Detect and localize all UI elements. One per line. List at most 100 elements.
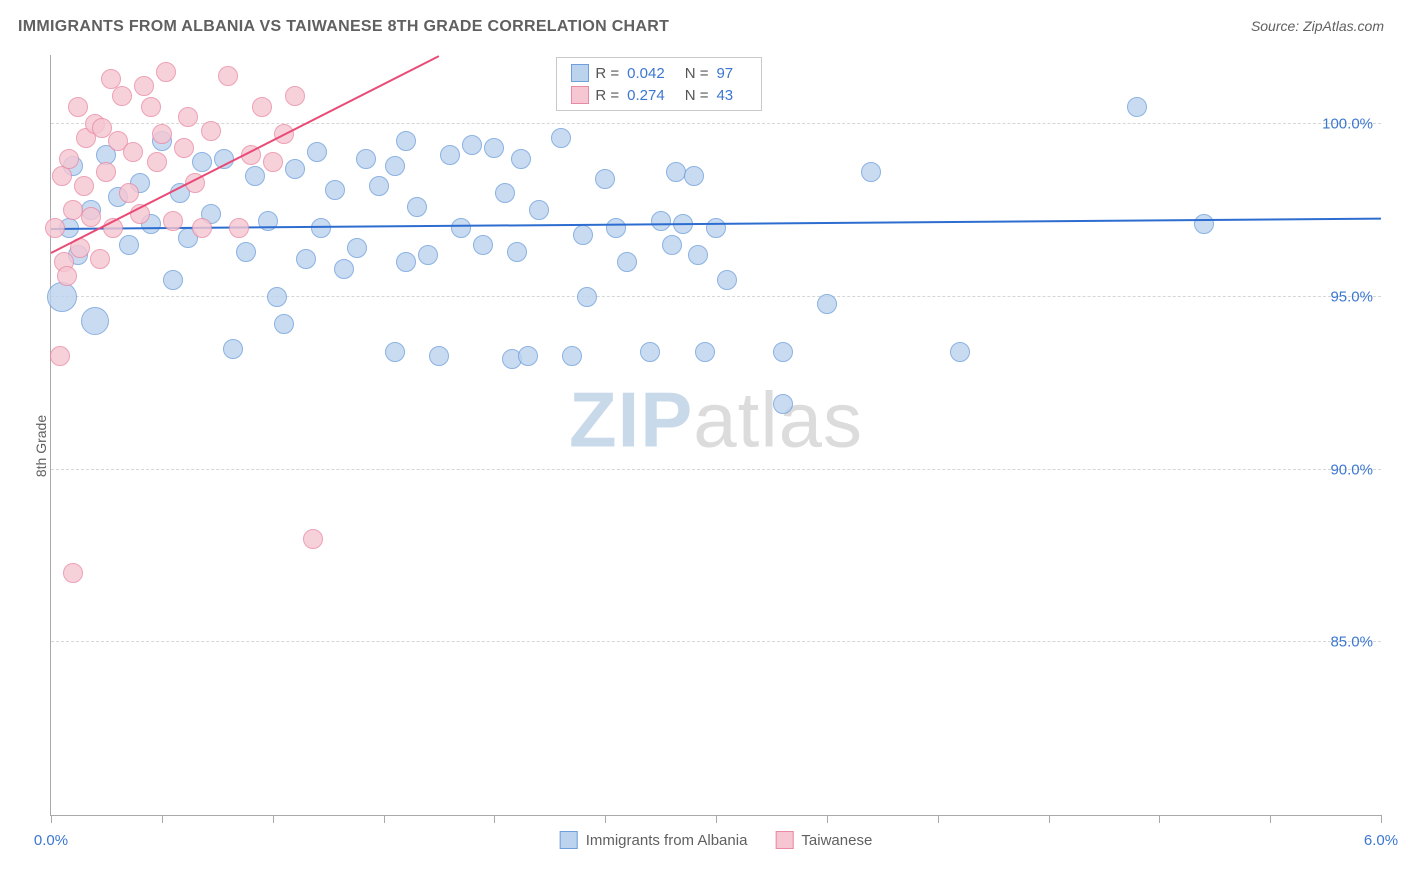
y-tick-label: 85.0% [1330, 634, 1373, 651]
data-point [112, 86, 132, 106]
data-point [518, 346, 538, 366]
plot-area: ZIPatlas Immigrants from AlbaniaTaiwanes… [50, 55, 1381, 816]
x-tick [162, 815, 163, 823]
legend-r-label: R = [595, 87, 619, 104]
data-point [577, 287, 597, 307]
data-point [666, 162, 686, 182]
legend-label: Immigrants from Albania [586, 832, 748, 849]
legend-n-value: 97 [716, 65, 733, 82]
data-point [68, 97, 88, 117]
chart-title: IMMIGRANTS FROM ALBANIA VS TAIWANESE 8TH… [18, 18, 669, 36]
data-point [651, 211, 671, 231]
data-point [773, 394, 793, 414]
y-tick-label: 95.0% [1330, 288, 1373, 305]
gridline [51, 123, 1381, 124]
y-axis-label: 8th Grade [33, 415, 49, 477]
data-point [50, 346, 70, 366]
x-tick [273, 815, 274, 823]
data-point [1127, 97, 1147, 117]
data-point [192, 218, 212, 238]
data-point [717, 270, 737, 290]
legend-n-label: N = [685, 87, 709, 104]
y-tick-label: 100.0% [1322, 116, 1373, 133]
data-point [507, 242, 527, 262]
data-point [47, 282, 77, 312]
data-point [462, 135, 482, 155]
data-point [511, 149, 531, 169]
data-point [201, 121, 221, 141]
chart-container: IMMIGRANTS FROM ALBANIA VS TAIWANESE 8TH… [0, 0, 1406, 892]
data-point [178, 107, 198, 127]
gridline [51, 296, 1381, 297]
data-point [356, 149, 376, 169]
data-point [163, 211, 183, 231]
legend-label: Taiwanese [801, 832, 872, 849]
data-point [285, 86, 305, 106]
data-point [817, 294, 837, 314]
data-point [223, 339, 243, 359]
data-point [407, 197, 427, 217]
data-point [640, 342, 660, 362]
data-point [950, 342, 970, 362]
data-point [45, 218, 65, 238]
data-point [81, 207, 101, 227]
legend-r-label: R = [595, 65, 619, 82]
data-point [595, 169, 615, 189]
watermark-zip: ZIP [569, 375, 693, 463]
data-point [369, 176, 389, 196]
x-tick [1049, 815, 1050, 823]
data-point [562, 346, 582, 366]
x-tick [716, 815, 717, 823]
data-point [385, 156, 405, 176]
x-tick [51, 815, 52, 823]
data-point [303, 529, 323, 549]
data-point [334, 259, 354, 279]
legend-r-value: 0.042 [627, 65, 665, 82]
legend-item: Immigrants from Albania [560, 831, 748, 849]
legend-swatch [571, 64, 589, 82]
data-point [123, 142, 143, 162]
data-point [267, 287, 287, 307]
legend-swatch [775, 831, 793, 849]
data-point [119, 183, 139, 203]
data-point [662, 235, 682, 255]
data-point [263, 152, 283, 172]
source-value: ZipAtlas.com [1303, 18, 1384, 34]
data-point [163, 270, 183, 290]
legend-swatch [560, 831, 578, 849]
data-point [152, 124, 172, 144]
data-point [325, 180, 345, 200]
data-point [396, 252, 416, 272]
data-point [1194, 214, 1214, 234]
x-tick [605, 815, 606, 823]
data-point [192, 152, 212, 172]
data-point [96, 162, 116, 182]
data-point [551, 128, 571, 148]
data-point [134, 76, 154, 96]
x-tick [494, 815, 495, 823]
x-tick [827, 815, 828, 823]
legend-n-value: 43 [716, 87, 733, 104]
data-point [347, 238, 367, 258]
legend-row: R = 0.042 N = 97 [557, 62, 761, 84]
data-point [57, 266, 77, 286]
data-point [695, 342, 715, 362]
data-point [156, 62, 176, 82]
data-point [63, 563, 83, 583]
data-point [396, 131, 416, 151]
x-tick [384, 815, 385, 823]
data-point [218, 66, 238, 86]
data-point [861, 162, 881, 182]
x-tick-label: 0.0% [34, 832, 68, 849]
data-point [706, 218, 726, 238]
data-point [90, 249, 110, 269]
data-point [229, 218, 249, 238]
data-point [688, 245, 708, 265]
gridline [51, 641, 1381, 642]
legend-n-label: N = [685, 65, 709, 82]
data-point [252, 97, 272, 117]
legend-item: Taiwanese [775, 831, 872, 849]
x-tick [938, 815, 939, 823]
legend-top: R =0.042N =97R =0.274N =43 [556, 57, 762, 111]
x-tick [1159, 815, 1160, 823]
